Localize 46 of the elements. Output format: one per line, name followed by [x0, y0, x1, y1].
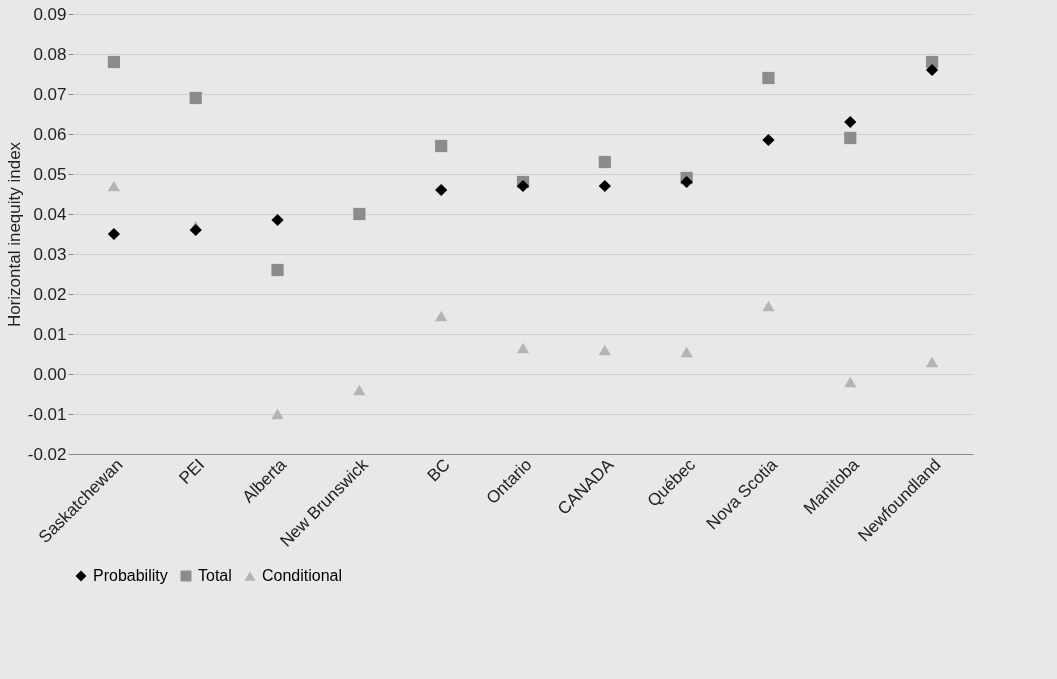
legend-label: Conditional — [262, 567, 343, 584]
x-tick-label: PEI — [175, 455, 209, 488]
y-tick-label: 0.00 — [33, 364, 67, 384]
point — [844, 131, 857, 145]
y-tick-label: -0.01 — [27, 404, 67, 424]
y-tick-label: 0.08 — [33, 44, 67, 64]
point — [598, 179, 611, 193]
point — [107, 180, 121, 192]
y-tick-label: 0.03 — [33, 244, 67, 264]
point — [271, 408, 284, 420]
point — [435, 183, 448, 197]
y-axis-title: Horizontal inequity index — [4, 141, 24, 328]
y-tick-label: 0.04 — [33, 204, 67, 224]
point — [271, 263, 284, 277]
legend-label: Total — [198, 567, 232, 584]
y-tick-label: 0.05 — [33, 164, 67, 184]
point — [598, 155, 611, 169]
point — [189, 223, 202, 237]
point — [762, 133, 775, 147]
point — [435, 139, 448, 153]
point — [435, 310, 448, 322]
x-tick-label: BC — [423, 455, 454, 486]
legend-label: Probability — [93, 567, 168, 584]
point — [189, 91, 202, 105]
point — [353, 207, 366, 221]
point — [516, 179, 530, 193]
point — [598, 344, 611, 356]
point — [844, 115, 857, 129]
point — [925, 63, 939, 77]
point — [107, 227, 121, 241]
y-tick-label: 0.07 — [33, 84, 67, 104]
point — [353, 384, 366, 396]
point — [844, 376, 857, 388]
y-tick-label: 0.09 — [33, 4, 67, 24]
point — [762, 71, 775, 85]
y-tick-label: 0.01 — [33, 324, 67, 344]
y-tick-label: 0.02 — [33, 284, 67, 304]
point — [680, 175, 693, 189]
y-tick-label: -0.02 — [27, 444, 67, 464]
point — [762, 300, 775, 312]
y-tick-label: 0.06 — [33, 124, 67, 144]
point — [107, 55, 121, 69]
point — [516, 342, 530, 354]
point — [271, 213, 284, 227]
point — [680, 346, 693, 358]
point — [925, 356, 939, 368]
